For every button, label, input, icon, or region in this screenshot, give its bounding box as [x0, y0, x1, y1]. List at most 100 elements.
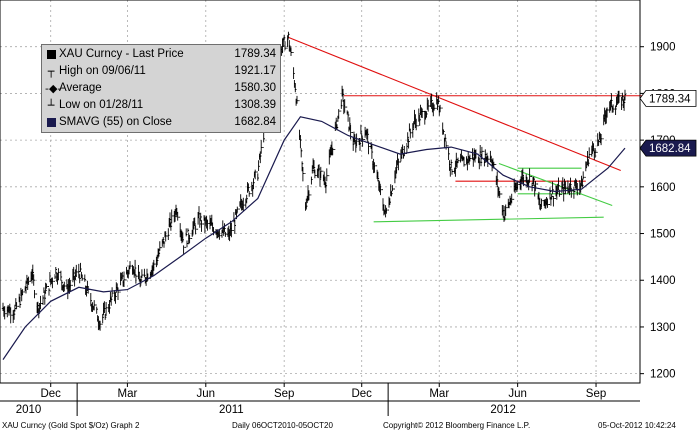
year-label: 2011	[219, 404, 244, 416]
trend-line	[373, 216, 604, 223]
price-bar	[546, 198, 549, 208]
price-bar	[176, 211, 179, 221]
price-bar	[292, 52, 295, 79]
price-bar	[415, 118, 418, 131]
trend-line	[288, 36, 621, 171]
year-label: 2012	[490, 404, 516, 416]
price-bar	[456, 157, 460, 164]
price-bar	[122, 271, 126, 287]
price-bar	[337, 109, 340, 119]
price-bar	[343, 99, 346, 113]
value-tag-label: 1789.34	[649, 93, 691, 105]
x-tick-label: Dec	[40, 388, 61, 400]
price-bar	[262, 132, 265, 148]
year-label: 2010	[16, 404, 42, 416]
price-bar	[611, 104, 615, 113]
price-bar	[3, 306, 6, 320]
x-tick-label: Jun	[508, 388, 527, 400]
price-bar	[283, 37, 287, 51]
price-bar	[57, 268, 60, 281]
footer-date-range: Daily 06OCT2010-05OCT20	[232, 421, 333, 430]
price-bar	[45, 283, 48, 291]
legend-value: 1789.34	[234, 48, 276, 60]
x-tick-label: Mar	[117, 388, 137, 400]
value-tags: 1789.34 1682.84	[639, 89, 697, 157]
price-bar	[397, 158, 400, 171]
price-bar	[361, 135, 364, 147]
footer-copyright: Copyright© 2012 Bloomberg Finance L.P.	[383, 421, 531, 430]
y-tick-label: 1200	[650, 369, 676, 381]
price-bar	[101, 313, 104, 325]
x-tick-label: Dec	[351, 388, 372, 400]
price-bar	[385, 207, 388, 214]
price-bar	[498, 191, 501, 199]
price-bar	[242, 197, 245, 212]
legend-row-high: ┬ High on 09/06/11 1921.17	[42, 63, 280, 80]
price-bar	[200, 216, 203, 232]
price-bar	[504, 204, 507, 216]
price-bar	[83, 274, 86, 282]
price-bar	[33, 279, 36, 299]
price-bar	[331, 147, 334, 156]
price-bar	[89, 289, 92, 307]
price-bar	[75, 264, 78, 277]
price-bar	[104, 302, 108, 318]
price-bar	[421, 108, 424, 118]
price-bar	[623, 89, 627, 103]
legend-square-icon	[45, 46, 57, 64]
legend-label: Average	[59, 82, 102, 94]
price-bar	[432, 104, 436, 111]
price-bar	[15, 302, 18, 310]
price-bar	[405, 143, 409, 155]
legend-value: 1580.30	[234, 82, 276, 94]
price-bar	[289, 47, 293, 56]
price-bar	[572, 186, 576, 199]
legend-row-average: -◆- Average 1580.30	[42, 80, 280, 97]
price-bar	[355, 133, 358, 148]
legend-label: XAU Curncy - Last Price	[59, 48, 184, 60]
average-marker-icon: -◆-	[45, 82, 62, 95]
price-bar	[206, 219, 209, 231]
legend-value: 1682.84	[234, 116, 276, 128]
footer-timestamp: 05-Oct-2012 10:42:24	[598, 421, 676, 430]
price-bar	[93, 300, 96, 311]
price-bar	[379, 183, 382, 196]
price-bar	[486, 155, 489, 167]
price-bar	[230, 223, 233, 238]
price-bar	[528, 168, 531, 183]
price-bar	[152, 259, 155, 271]
price-bar	[188, 234, 191, 244]
price-bar	[367, 133, 370, 155]
price-bar	[236, 206, 239, 214]
x-tick-label: Mar	[429, 388, 449, 400]
price-bar	[438, 104, 442, 113]
low-marker-icon: ┴	[47, 99, 55, 112]
price-bar	[224, 228, 227, 237]
legend-label: Low on 01/28/11	[59, 99, 144, 111]
price-bar	[170, 209, 173, 227]
x-tick-label: Jun	[197, 388, 216, 400]
price-bar	[599, 134, 603, 146]
price-bar	[158, 241, 161, 254]
y-tick-label: 1600	[650, 182, 676, 194]
price-bar	[164, 231, 167, 242]
price-bar	[260, 140, 263, 157]
price-bar	[140, 269, 144, 281]
price-bar	[313, 166, 317, 179]
price-bar	[69, 280, 72, 292]
y-tick-label: 1900	[650, 42, 676, 54]
legend-value: 1921.17	[234, 65, 276, 77]
x-tick-label: Sep	[586, 388, 606, 400]
price-bar	[254, 169, 257, 180]
legend-label: High on 09/06/11	[59, 65, 146, 77]
price-bar	[167, 228, 170, 240]
legend-row-last-price: XAU Curncy - Last Price 1789.34	[42, 46, 280, 63]
price-bar	[373, 162, 376, 173]
legend-value: 1308.39	[234, 99, 276, 111]
price-bar	[110, 287, 114, 300]
price-bar	[307, 190, 311, 201]
y-tick-label: 1300	[650, 322, 676, 334]
y-tick-label: 1500	[650, 229, 676, 241]
price-bar	[143, 268, 146, 278]
price-bar	[444, 137, 448, 150]
